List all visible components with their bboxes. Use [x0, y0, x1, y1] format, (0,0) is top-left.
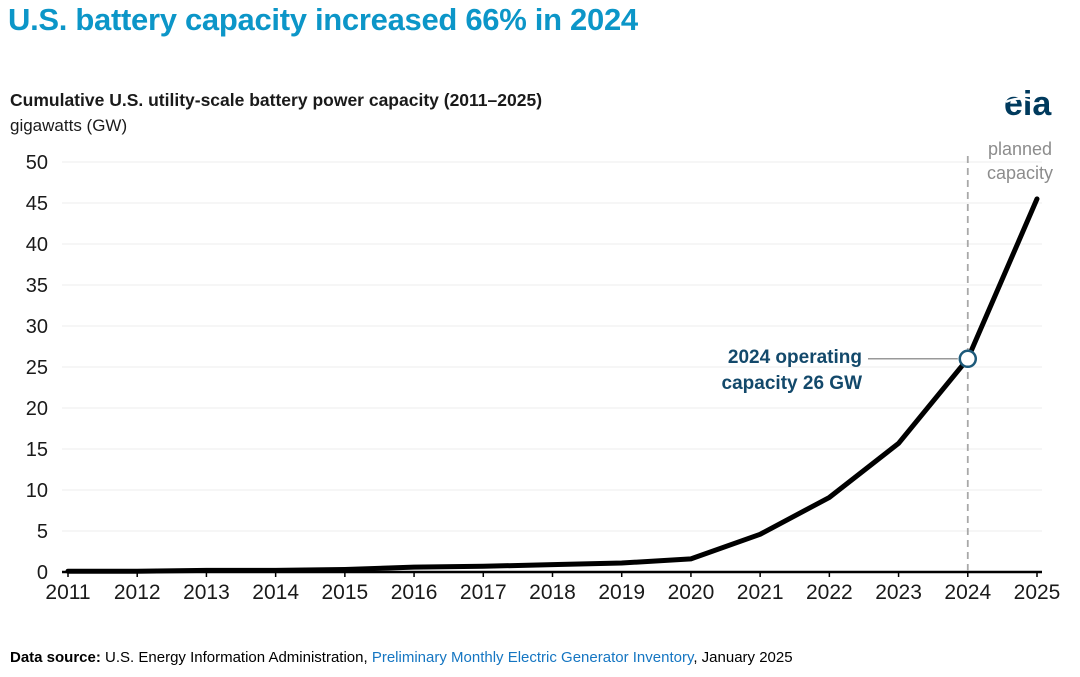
y-tick-label: 45 [26, 193, 48, 215]
data-source-text-before: U.S. Energy Information Administration, [100, 649, 372, 666]
data-source-label: Data source: [10, 649, 101, 666]
x-tick-label: 2019 [598, 581, 645, 604]
capacity-line-series [65, 196, 1040, 574]
planned-capacity-label: planned capacity [972, 137, 1068, 185]
x-tick-label: 2024 [944, 581, 991, 604]
annotation-line1: 2024 operating [727, 346, 862, 368]
eia-logo: eia [1002, 84, 1068, 126]
y-tick-label: 50 [26, 152, 48, 174]
eia-logo-graphic: eia [1004, 85, 1052, 123]
x-tick-label: 2016 [391, 581, 438, 604]
y-tick-label: 30 [26, 316, 48, 338]
planned-capacity-label-line2: capacity [986, 163, 1054, 183]
y-tick-label: 15 [26, 439, 48, 461]
eia-logo-text: eia [1004, 85, 1052, 123]
y-tick-label: 20 [26, 398, 48, 420]
y-tick-label: 40 [26, 234, 48, 256]
x-tick-label: 2015 [321, 581, 368, 604]
y-tick-label: 25 [26, 357, 48, 379]
y-tick-label: 0 [37, 562, 48, 584]
annotation-2024-operating-capacity: 2024 operating capacity 26 GW [640, 345, 862, 397]
x-tick-label: 2013 [183, 581, 230, 604]
y-tick-label: 10 [26, 480, 48, 502]
source-link[interactable]: Preliminary Monthly Electric Generator I… [371, 649, 694, 666]
data-source: Data source: U.S. Energy Information Adm… [10, 649, 793, 666]
x-tick-label: 2020 [668, 581, 715, 604]
chart-subtitle: Cumulative U.S. utility-scale battery po… [10, 90, 543, 110]
y-tick-label: 5 [37, 521, 48, 543]
x-tick-label: 2011 [45, 581, 90, 604]
x-tick-label: 2012 [114, 581, 161, 604]
chart-units-label: gigawatts (GW) [10, 116, 128, 135]
x-tick-label: 2018 [529, 581, 576, 604]
y-tick-label: 35 [26, 275, 48, 297]
eia-logo-swoosh [1005, 97, 1033, 103]
x-tick-label: 2025 [1014, 581, 1061, 604]
page-title: U.S. battery capacity increased 66% in 2… [8, 2, 638, 37]
planned-capacity-label-line1: planned [987, 139, 1053, 159]
x-tick-label: 2022 [806, 581, 853, 604]
x-tick-label: 2017 [460, 581, 507, 604]
x-tick-label: 2023 [875, 581, 922, 604]
data-source-text-after: , January 2025 [693, 649, 793, 666]
marker-2024-operating [958, 349, 978, 369]
x-tick-label: 2021 [737, 581, 784, 604]
annotation-line2: capacity 26 GW [721, 372, 862, 394]
x-tick-label: 2014 [252, 581, 299, 604]
